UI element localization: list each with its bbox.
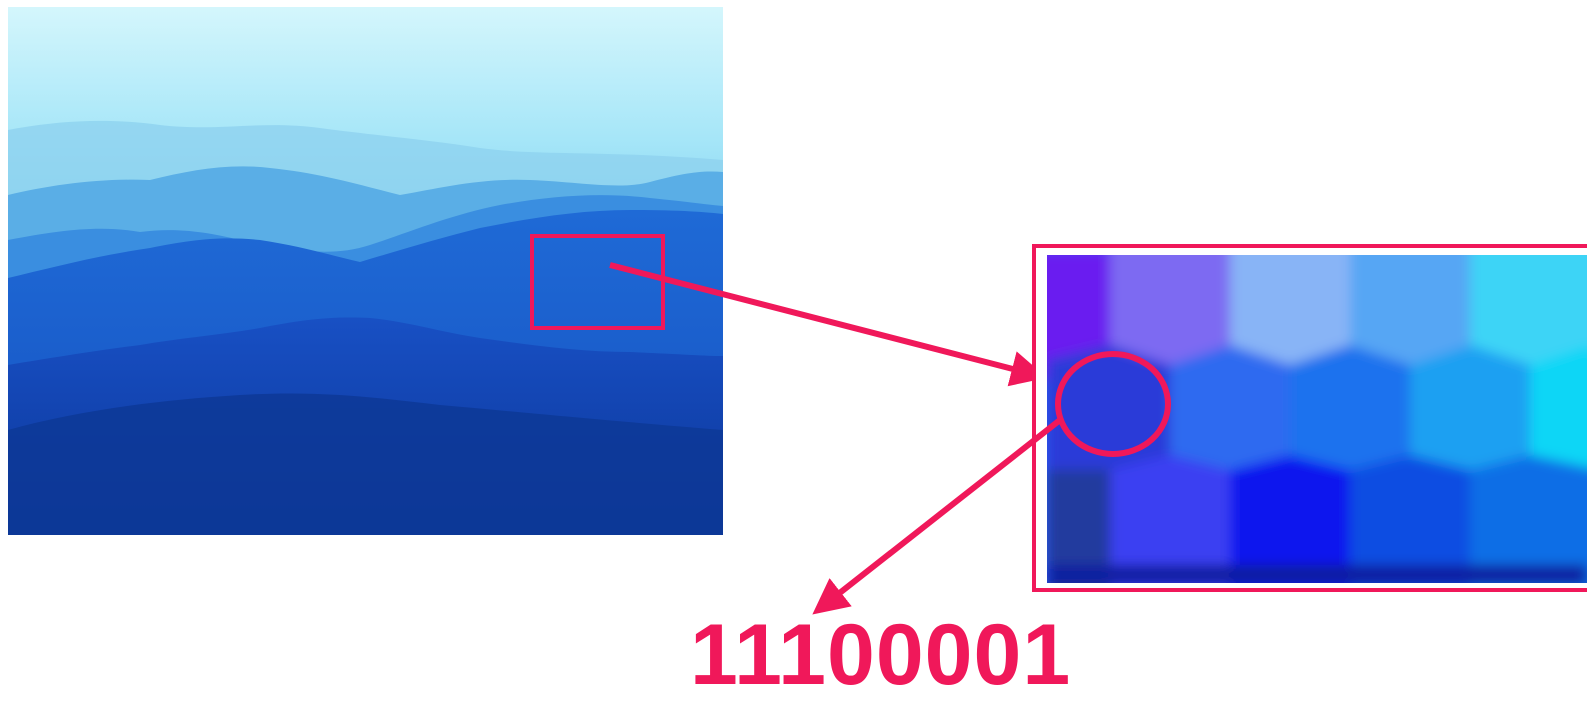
foreground-ridge xyxy=(8,393,723,535)
selection-box xyxy=(530,234,665,330)
mountain-photo xyxy=(8,7,723,535)
binary-arrow xyxy=(812,417,1062,615)
zoomed-pixels xyxy=(1047,255,1587,583)
zoom-arrow xyxy=(609,262,1047,387)
sampled-pixel-circle xyxy=(1055,351,1171,457)
binary-value-label: 11100001 xyxy=(690,607,1072,701)
